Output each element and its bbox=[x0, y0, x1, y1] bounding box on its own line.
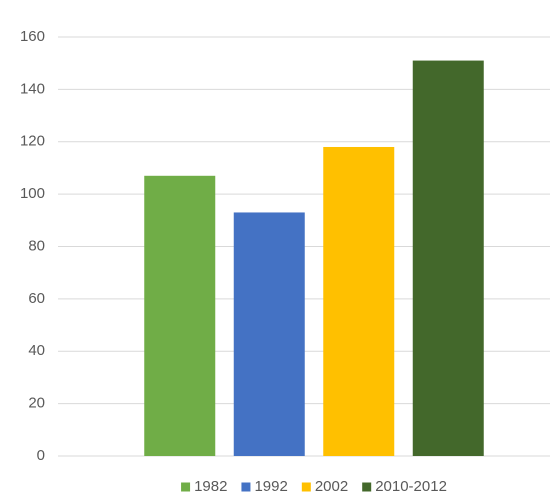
y-tick-label: 60 bbox=[28, 290, 45, 307]
bar bbox=[412, 60, 484, 456]
y-tick-label: 0 bbox=[37, 447, 45, 464]
bar bbox=[323, 146, 395, 457]
legend-label: 1982 bbox=[194, 478, 227, 495]
y-tick-label: 80 bbox=[28, 237, 45, 254]
y-tick-label: 40 bbox=[28, 342, 45, 359]
legend-label: 2010-2012 bbox=[375, 478, 447, 495]
bar bbox=[144, 175, 216, 456]
legend-swatch bbox=[362, 482, 372, 492]
legend-label: 2002 bbox=[315, 478, 348, 495]
y-tick-label: 160 bbox=[20, 28, 45, 45]
y-tick-label: 140 bbox=[20, 80, 45, 97]
legend-swatch bbox=[181, 482, 191, 492]
legend-swatch bbox=[241, 482, 251, 492]
y-tick-label: 100 bbox=[20, 185, 45, 202]
bar bbox=[233, 212, 305, 456]
legend-label: 1992 bbox=[254, 478, 287, 495]
y-tick-label: 120 bbox=[20, 133, 45, 150]
y-tick-label: 20 bbox=[28, 395, 45, 412]
legend-swatch bbox=[301, 482, 311, 492]
